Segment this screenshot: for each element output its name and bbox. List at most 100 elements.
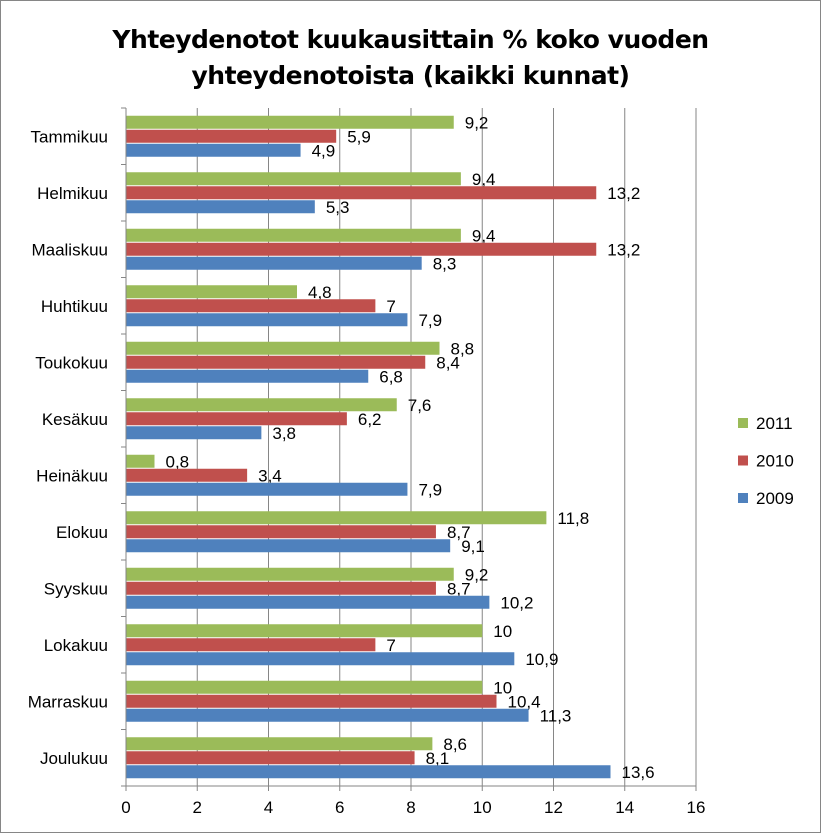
data-label-2010: 7	[386, 297, 395, 316]
data-label-2009: 8,3	[433, 254, 457, 273]
bar-2010	[126, 299, 376, 313]
data-label-2009: 13,6	[622, 763, 655, 782]
data-label-2011: 0,8	[166, 452, 190, 471]
data-label-2011: 9,2	[465, 113, 489, 132]
bar-2011	[126, 567, 454, 581]
data-label-2009: 6,8	[379, 367, 403, 386]
bar-2009	[126, 200, 315, 214]
category-label: Tammikuu	[31, 127, 108, 146]
x-tick-label: 12	[544, 798, 563, 817]
data-label-2009: 7,9	[418, 311, 442, 330]
category-label: Joulukuu	[40, 749, 108, 768]
bar-2011	[126, 454, 155, 468]
bar-2009	[126, 143, 301, 157]
bar-2010	[126, 129, 337, 143]
category-label: Syyskuu	[44, 579, 108, 598]
data-label-2010: 10,4	[508, 692, 541, 711]
bar-2011	[126, 511, 547, 525]
category-label: Elokuu	[56, 523, 108, 542]
legend-label-2010: 2010	[756, 452, 794, 471]
data-label-2010: 8,7	[447, 579, 471, 598]
x-tick-label: 14	[615, 798, 634, 817]
category-label: Huhtikuu	[41, 297, 108, 316]
x-tick-label: 0	[121, 798, 130, 817]
category-label: Heinäkuu	[36, 466, 108, 485]
bar-2009	[126, 256, 422, 270]
bar-2011	[126, 285, 297, 299]
legend-label-2011: 2011	[756, 414, 793, 433]
data-label-2010: 6,2	[358, 410, 382, 429]
chart-title-line-2: yhteydenotoista (kaikki kunnat)	[191, 61, 630, 90]
data-label-2011: 8,6	[443, 735, 467, 754]
data-label-2011: 9,4	[472, 170, 496, 189]
category-label: Marraskuu	[28, 692, 108, 711]
bar-2009	[126, 426, 262, 440]
bar-2010	[126, 581, 436, 595]
data-label-2011: 10	[493, 622, 512, 641]
category-label: Kesäkuu	[42, 410, 108, 429]
bar-2011	[126, 341, 440, 355]
data-label-2010: 8,7	[447, 523, 471, 542]
data-label-2010: 5,9	[347, 127, 371, 146]
bar-2009	[126, 595, 490, 609]
bar-2010	[126, 525, 436, 539]
data-label-2010: 8,1	[426, 749, 450, 768]
category-label: Helmikuu	[37, 184, 108, 203]
bar-2010	[126, 412, 347, 426]
data-label-2011: 4,8	[308, 283, 332, 302]
data-label-2011: 9,2	[465, 565, 489, 584]
data-label-2011: 10	[493, 678, 512, 697]
x-tick-label: 16	[687, 798, 706, 817]
bar-2010	[126, 468, 248, 482]
bar-2011	[126, 398, 397, 412]
bar-2009	[126, 369, 369, 383]
data-label-2010: 7	[386, 636, 395, 655]
legend-label-2009: 2009	[756, 489, 794, 508]
bar-2009	[126, 765, 611, 779]
category-label: Maaliskuu	[31, 240, 108, 259]
bar-2010	[126, 751, 415, 765]
bar-2009	[126, 313, 408, 327]
bar-2009	[126, 482, 408, 496]
data-label-2011: 7,6	[408, 396, 432, 415]
bar-2011	[126, 737, 433, 751]
bar-2010	[126, 242, 597, 256]
data-label-2009: 5,3	[326, 198, 350, 217]
x-tick-label: 8	[406, 798, 415, 817]
data-label-2009: 9,1	[461, 537, 485, 556]
chart-title: Yhteydenotot kuukausittain % koko vuoden…	[0, 22, 821, 94]
data-label-2009: 4,9	[312, 141, 336, 160]
data-label-2010: 8,4	[436, 353, 460, 372]
bar-2011	[126, 172, 461, 186]
bar-2011	[126, 624, 483, 638]
bar-2009	[126, 652, 515, 666]
bar-2009	[126, 708, 529, 722]
legend-swatch-2010	[738, 455, 748, 466]
x-tick-label: 10	[473, 798, 492, 817]
bar-2010	[126, 694, 497, 708]
data-label-2010: 3,4	[258, 466, 282, 485]
data-label-2011: 11,8	[557, 509, 589, 528]
data-label-2009: 7,9	[418, 480, 442, 499]
category-label: Lokakuu	[44, 636, 108, 655]
data-label-2010: 13,2	[607, 184, 640, 203]
data-label-2011: 9,4	[472, 226, 496, 245]
legend-swatch-2011	[738, 418, 748, 428]
data-label-2009: 3,8	[272, 424, 296, 443]
x-tick-label: 4	[264, 798, 273, 817]
bar-2010	[126, 638, 376, 652]
x-tick-label: 2	[193, 798, 202, 817]
data-label-2009: 10,9	[525, 650, 558, 669]
bar-2010	[126, 186, 597, 200]
data-label-2010: 13,2	[607, 240, 640, 259]
category-label: Toukokuu	[35, 353, 108, 372]
data-label-2009: 10,2	[500, 593, 533, 612]
bar-2010	[126, 355, 426, 369]
bar-2009	[126, 539, 451, 553]
chart-title-line-1: Yhteydenotot kuukausittain % koko vuoden	[112, 25, 709, 54]
bar-2011	[126, 228, 461, 242]
data-label-2009: 11,3	[540, 706, 572, 725]
bar-2011	[126, 115, 454, 129]
bar-2011	[126, 680, 483, 694]
